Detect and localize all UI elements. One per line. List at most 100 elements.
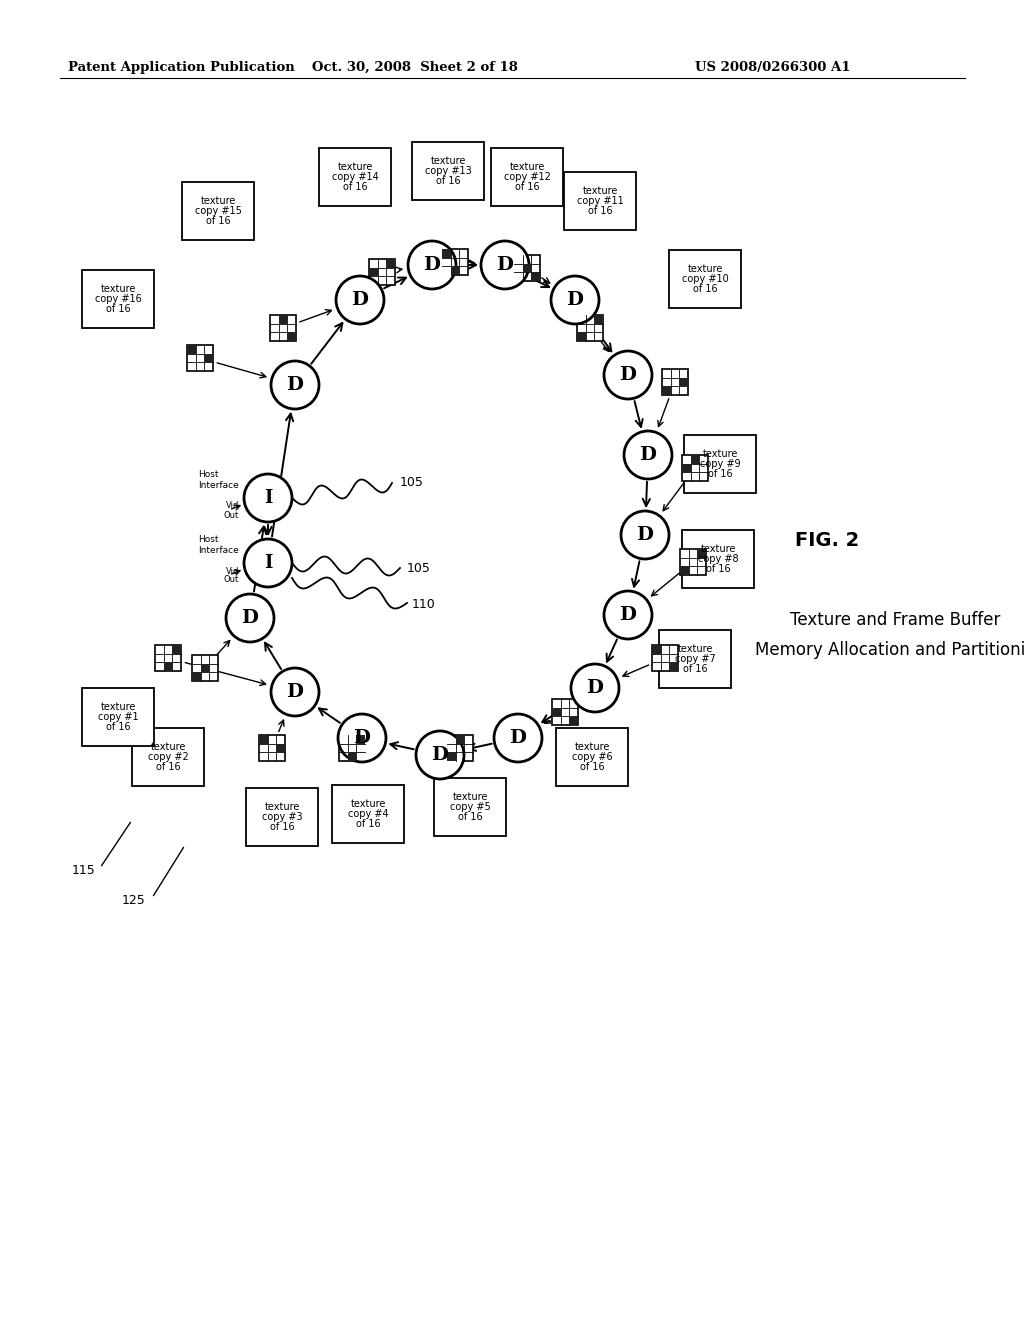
Bar xyxy=(662,370,688,395)
FancyBboxPatch shape xyxy=(182,182,254,240)
Circle shape xyxy=(604,591,652,639)
FancyBboxPatch shape xyxy=(246,788,318,846)
FancyBboxPatch shape xyxy=(82,688,154,746)
Text: copy #15: copy #15 xyxy=(195,206,242,216)
Bar xyxy=(386,259,395,268)
Bar xyxy=(670,663,678,671)
Bar xyxy=(348,752,356,762)
Text: US 2008/0266300 A1: US 2008/0266300 A1 xyxy=(695,61,851,74)
Bar xyxy=(552,700,578,725)
Bar xyxy=(652,645,660,653)
Bar xyxy=(288,333,296,341)
FancyBboxPatch shape xyxy=(659,630,731,688)
Bar xyxy=(662,387,671,395)
Bar xyxy=(155,645,181,671)
Text: Texture and Frame Buffer: Texture and Frame Buffer xyxy=(790,611,1000,630)
Text: texture: texture xyxy=(677,644,713,653)
Text: Host
Interface: Host Interface xyxy=(199,470,239,490)
Circle shape xyxy=(621,511,669,558)
Bar xyxy=(276,743,285,752)
Text: texture: texture xyxy=(509,162,545,172)
Bar xyxy=(679,378,688,387)
Circle shape xyxy=(624,432,672,479)
Text: copy #8: copy #8 xyxy=(697,554,738,564)
Bar xyxy=(680,549,706,576)
Text: copy #1: copy #1 xyxy=(97,711,138,722)
Text: D: D xyxy=(287,376,303,393)
Bar xyxy=(270,315,296,341)
Text: texture: texture xyxy=(702,449,737,459)
Text: of 16: of 16 xyxy=(269,822,294,832)
Text: copy #7: copy #7 xyxy=(675,653,716,664)
Text: FIG. 2: FIG. 2 xyxy=(795,531,859,549)
Bar xyxy=(369,259,395,285)
Bar xyxy=(522,264,531,272)
Text: I: I xyxy=(264,554,272,572)
Text: of 16: of 16 xyxy=(156,762,180,772)
FancyBboxPatch shape xyxy=(82,271,154,327)
Circle shape xyxy=(604,351,652,399)
Text: D: D xyxy=(637,525,653,544)
Bar xyxy=(680,566,689,576)
Text: of 16: of 16 xyxy=(458,812,482,822)
Text: texture: texture xyxy=(700,544,735,554)
FancyBboxPatch shape xyxy=(682,531,754,587)
Circle shape xyxy=(244,539,292,587)
Bar xyxy=(697,549,706,557)
Text: D: D xyxy=(351,290,369,309)
Bar xyxy=(447,752,456,762)
FancyBboxPatch shape xyxy=(132,729,204,785)
Circle shape xyxy=(481,242,529,289)
Bar xyxy=(451,267,460,275)
Bar xyxy=(259,735,285,762)
Text: texture: texture xyxy=(100,702,136,711)
Bar xyxy=(682,455,708,480)
Text: I: I xyxy=(264,488,272,507)
Text: texture: texture xyxy=(583,186,617,195)
Bar xyxy=(514,255,540,281)
Circle shape xyxy=(271,668,319,715)
Text: texture: texture xyxy=(453,792,487,803)
Circle shape xyxy=(244,474,292,521)
Text: of 16: of 16 xyxy=(435,176,461,186)
Text: copy #5: copy #5 xyxy=(450,803,490,812)
Bar xyxy=(442,249,468,275)
Circle shape xyxy=(226,594,274,642)
Text: texture: texture xyxy=(264,803,300,812)
Text: texture: texture xyxy=(337,162,373,172)
Bar xyxy=(456,735,464,743)
Text: texture: texture xyxy=(574,742,609,752)
Bar xyxy=(201,664,209,672)
Text: Out: Out xyxy=(224,576,239,585)
Text: Vid: Vid xyxy=(225,502,239,511)
Bar xyxy=(682,463,690,473)
Text: of 16: of 16 xyxy=(105,722,130,733)
Bar xyxy=(279,315,288,323)
FancyBboxPatch shape xyxy=(332,785,404,843)
Bar xyxy=(442,249,451,257)
Text: texture: texture xyxy=(350,799,386,809)
Circle shape xyxy=(338,714,386,762)
Text: D: D xyxy=(497,256,513,275)
Text: Oct. 30, 2008  Sheet 2 of 18: Oct. 30, 2008 Sheet 2 of 18 xyxy=(312,61,518,74)
Circle shape xyxy=(408,242,456,289)
Bar xyxy=(531,272,540,281)
Text: D: D xyxy=(620,366,637,384)
Text: 125: 125 xyxy=(121,894,145,907)
Text: texture: texture xyxy=(151,742,185,752)
Bar xyxy=(193,672,201,681)
Text: D: D xyxy=(424,256,440,275)
Circle shape xyxy=(571,664,618,711)
Bar xyxy=(187,345,213,371)
Bar xyxy=(205,354,213,362)
Circle shape xyxy=(336,276,384,323)
FancyBboxPatch shape xyxy=(412,143,484,201)
Text: 115: 115 xyxy=(72,863,95,876)
Circle shape xyxy=(271,360,319,409)
Circle shape xyxy=(416,731,464,779)
FancyBboxPatch shape xyxy=(434,777,506,836)
Text: copy #12: copy #12 xyxy=(504,172,551,182)
Text: texture: texture xyxy=(430,156,466,166)
FancyBboxPatch shape xyxy=(319,148,391,206)
Text: copy #14: copy #14 xyxy=(332,172,379,182)
